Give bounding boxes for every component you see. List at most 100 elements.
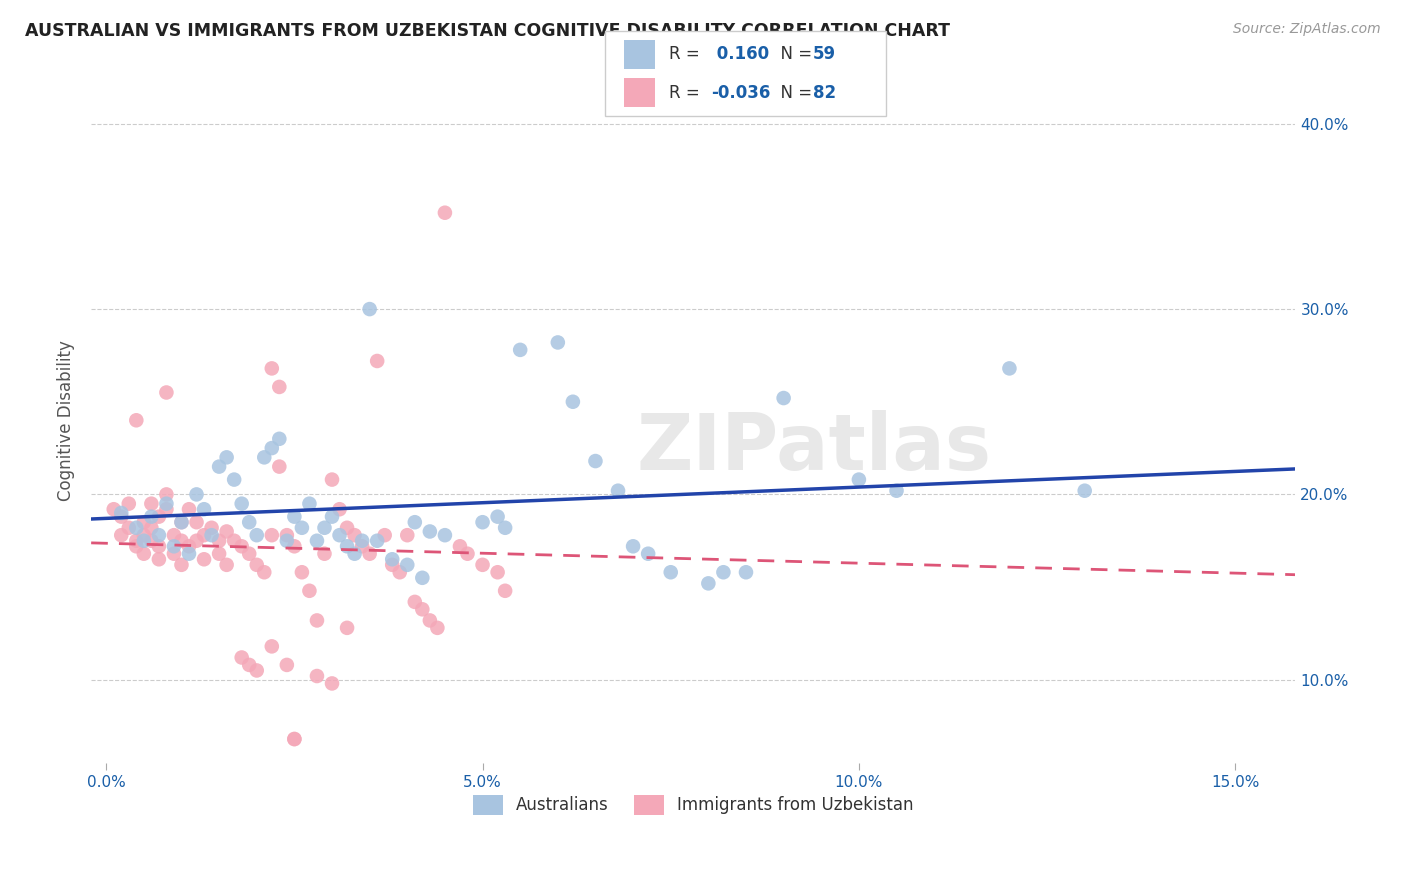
Point xyxy=(193,552,215,566)
Point xyxy=(374,528,396,542)
Point xyxy=(246,528,269,542)
Point xyxy=(260,528,283,542)
Point xyxy=(110,528,132,542)
Text: R =: R = xyxy=(669,45,706,63)
Point xyxy=(125,539,148,553)
Point xyxy=(155,385,177,400)
Text: ZIPatlas: ZIPatlas xyxy=(637,409,991,486)
Point xyxy=(208,459,231,474)
Y-axis label: Cognitive Disability: Cognitive Disability xyxy=(58,340,75,500)
Point xyxy=(177,547,200,561)
Point xyxy=(141,497,163,511)
Point xyxy=(433,205,456,219)
Point xyxy=(276,528,298,542)
Point xyxy=(215,450,238,465)
Point xyxy=(283,732,305,747)
Point xyxy=(471,515,494,529)
Point xyxy=(366,354,388,368)
Point xyxy=(659,566,682,580)
Point xyxy=(148,528,170,542)
Point xyxy=(200,521,222,535)
Point xyxy=(328,502,350,516)
Point xyxy=(148,509,170,524)
Point xyxy=(585,454,607,468)
Point xyxy=(561,394,583,409)
Point xyxy=(457,547,479,561)
Point xyxy=(886,483,908,498)
Point xyxy=(359,302,381,317)
Point xyxy=(509,343,531,357)
Point xyxy=(396,528,419,542)
Point xyxy=(352,533,374,548)
Point xyxy=(224,473,246,487)
Point xyxy=(253,450,276,465)
Point xyxy=(404,595,426,609)
Point xyxy=(321,473,343,487)
Point xyxy=(177,539,200,553)
Point xyxy=(419,524,441,539)
Point xyxy=(352,539,374,553)
Point xyxy=(314,547,336,561)
Point xyxy=(547,335,569,350)
Point xyxy=(697,576,720,591)
Point xyxy=(132,515,155,529)
Point xyxy=(125,533,148,548)
Point xyxy=(321,676,343,690)
Point xyxy=(231,497,253,511)
Point xyxy=(186,533,208,548)
Point xyxy=(343,547,366,561)
Point xyxy=(366,533,388,548)
Point xyxy=(141,509,163,524)
Point xyxy=(411,571,433,585)
Point xyxy=(298,497,321,511)
Point xyxy=(177,502,200,516)
Text: 59: 59 xyxy=(813,45,835,63)
Point xyxy=(155,487,177,501)
Point xyxy=(328,528,350,542)
Point xyxy=(637,547,659,561)
Point xyxy=(276,657,298,672)
Point xyxy=(283,732,305,747)
Point xyxy=(170,533,193,548)
Point xyxy=(336,621,359,635)
Text: R =: R = xyxy=(669,84,706,102)
Point xyxy=(621,539,644,553)
Point xyxy=(772,391,794,405)
Point xyxy=(215,558,238,572)
Point xyxy=(110,509,132,524)
Point xyxy=(269,380,291,394)
Text: N =: N = xyxy=(770,45,818,63)
Point xyxy=(283,539,305,553)
Point xyxy=(215,524,238,539)
Text: 82: 82 xyxy=(813,84,835,102)
Point xyxy=(396,558,419,572)
Point xyxy=(231,539,253,553)
Point xyxy=(238,657,260,672)
Point xyxy=(170,515,193,529)
Point xyxy=(381,558,404,572)
Point xyxy=(433,528,456,542)
Point xyxy=(170,515,193,529)
Point xyxy=(305,669,328,683)
Point xyxy=(283,509,305,524)
Point xyxy=(110,506,132,520)
Point xyxy=(486,509,509,524)
Point xyxy=(471,558,494,572)
Text: 0.160: 0.160 xyxy=(711,45,769,63)
Point xyxy=(208,533,231,548)
Point xyxy=(246,664,269,678)
Point xyxy=(713,566,735,580)
Point xyxy=(141,533,163,548)
Point xyxy=(118,497,141,511)
Text: N =: N = xyxy=(770,84,818,102)
Point xyxy=(343,528,366,542)
Point xyxy=(132,528,155,542)
Point xyxy=(170,558,193,572)
Point xyxy=(321,509,343,524)
Point xyxy=(155,502,177,516)
Point xyxy=(163,539,186,553)
Point xyxy=(848,473,870,487)
Point xyxy=(449,539,471,553)
Legend: Australians, Immigrants from Uzbekistan: Australians, Immigrants from Uzbekistan xyxy=(464,787,922,823)
Point xyxy=(735,566,758,580)
